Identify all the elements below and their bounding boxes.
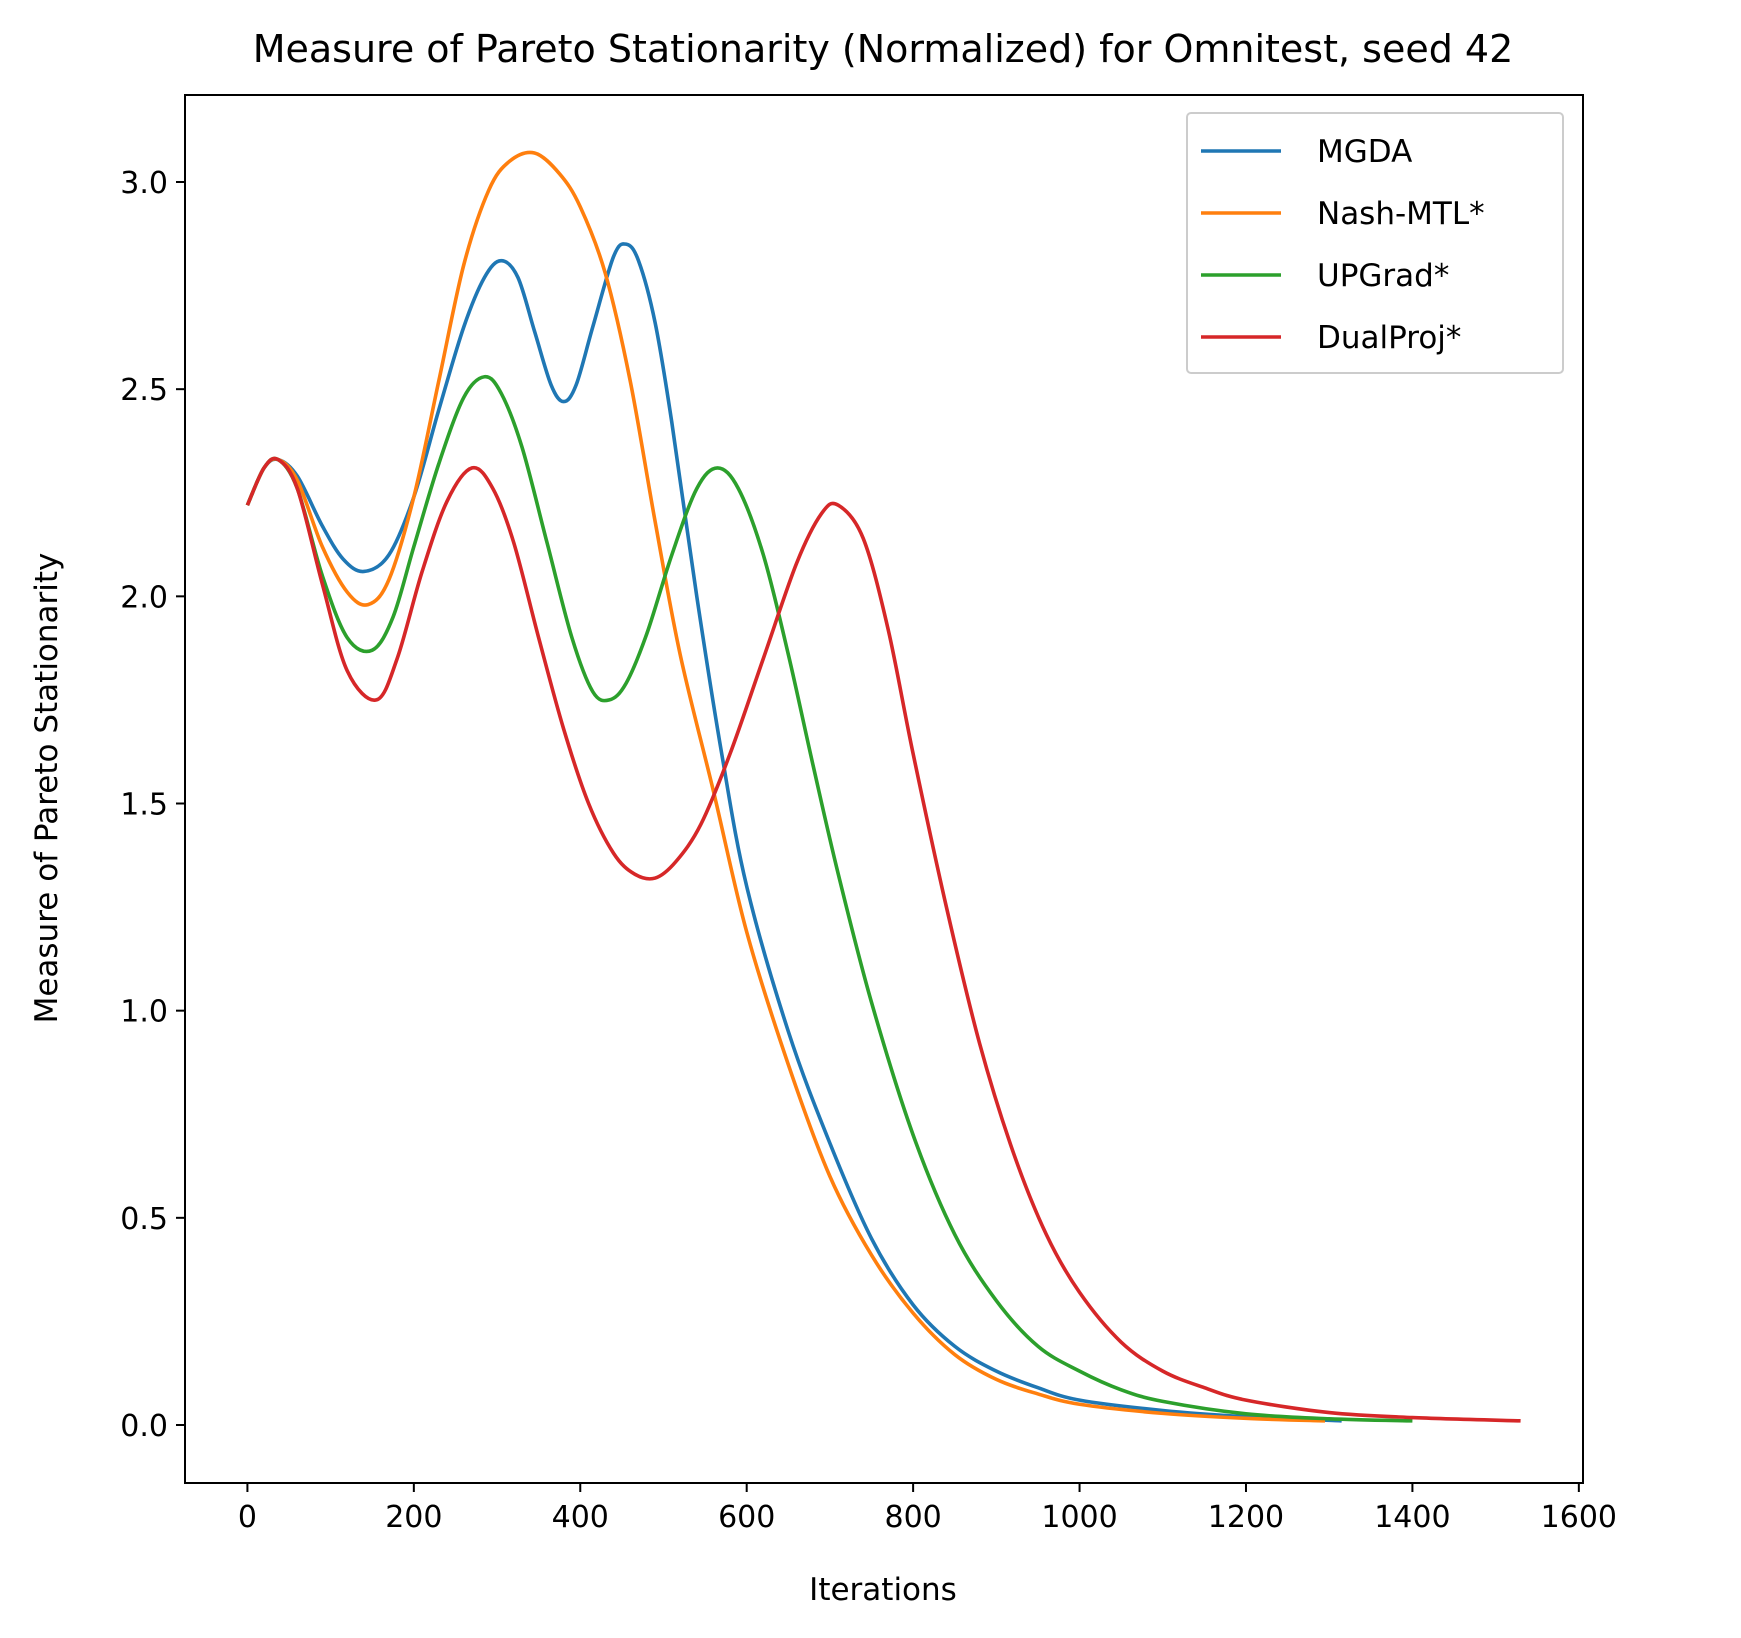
x-tick-label: 800 (884, 1500, 941, 1535)
legend: MGDA Nash-MTL* UPGrad* DualProj* (1186, 112, 1564, 374)
x-tick-label: 1200 (1208, 1500, 1284, 1535)
x-tick-label: 1600 (1541, 1500, 1617, 1535)
y-tick-label: 0.5 (120, 1202, 168, 1237)
y-tick-label: 1.0 (120, 995, 168, 1030)
legend-label-mgda: MGDA (1317, 134, 1412, 170)
plot-frame (184, 94, 1584, 1484)
legend-label-upgrad: UPGrad* (1317, 258, 1449, 294)
y-tick-label: 1.5 (120, 788, 168, 823)
x-axis-title: Iterations (809, 1572, 957, 1608)
y-axis-title: Measure of Pareto Stationarity (29, 553, 65, 1024)
x-tick-label: 0 (238, 1500, 257, 1535)
legend-label-nash-mtl: Nash-MTL* (1317, 196, 1485, 232)
series-line-mgda (245, 242, 1342, 1423)
y-tick-label: 2.0 (120, 580, 168, 615)
x-tick-label: 600 (718, 1500, 775, 1535)
x-tick-label: 1000 (1041, 1500, 1117, 1535)
y-tick-label: 2.5 (120, 373, 168, 408)
y-tick-label: 3.0 (120, 166, 168, 201)
x-axis: 0 200 400 600 800 1000 1200 1400 1600 (238, 1483, 1617, 1535)
series-layer (245, 150, 1521, 1423)
legend-box (1186, 112, 1564, 374)
legend-label-dualproj: DualProj* (1317, 320, 1461, 356)
series-line-dualproj (245, 456, 1521, 1423)
series-line-nash-mtl (245, 150, 1326, 1423)
chart-title: Measure of Pareto Stationarity (Normaliz… (253, 27, 1514, 71)
y-axis: 0.0 0.5 1.0 1.5 2.0 2.5 3.0 (120, 166, 185, 1444)
x-tick-label: 400 (552, 1500, 609, 1535)
series-line-upgrad (245, 374, 1413, 1423)
x-tick-label: 200 (385, 1500, 442, 1535)
x-tick-label: 1400 (1374, 1500, 1450, 1535)
y-tick-label: 0.0 (120, 1409, 168, 1444)
